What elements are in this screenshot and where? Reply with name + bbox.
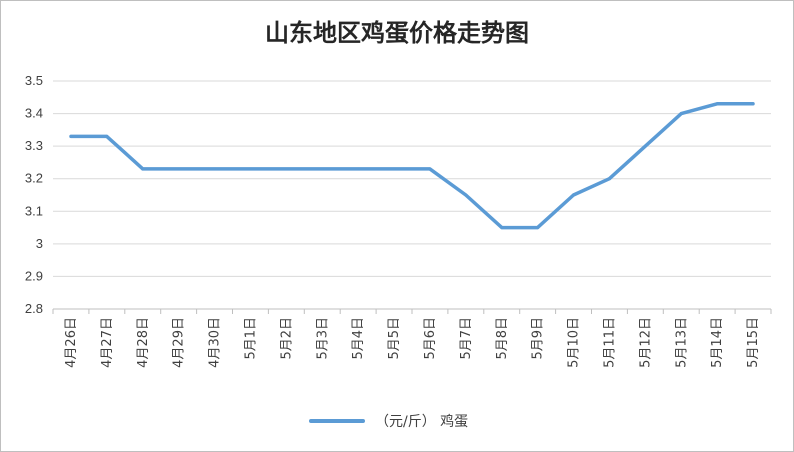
y-tick-label: 3.3	[25, 138, 43, 153]
data-point	[464, 193, 468, 197]
data-point	[284, 167, 288, 171]
data-point	[536, 226, 540, 230]
x-tick-label: 5月1日	[243, 317, 258, 360]
data-point	[213, 167, 217, 171]
data-point	[572, 193, 576, 197]
data-point	[141, 167, 145, 171]
x-tick-label: 5月4日	[351, 317, 366, 360]
x-tick-label: 4月28日	[136, 317, 151, 368]
data-point	[392, 167, 396, 171]
data-point	[356, 167, 360, 171]
y-tick-label: 3.4	[25, 106, 43, 121]
x-tick-label: 4月29日	[172, 317, 187, 368]
y-tick-label: 3.5	[25, 73, 43, 88]
legend: （元/斤） 鸡蛋	[309, 411, 468, 431]
data-point	[607, 177, 611, 181]
data-point	[751, 102, 755, 106]
x-tick-label: 5月15日	[746, 317, 761, 368]
x-tick-label: 4月30日	[208, 317, 223, 368]
x-tick-label: 5月10日	[567, 317, 582, 368]
data-point	[715, 102, 719, 106]
y-tick-label: 2.8	[25, 301, 43, 316]
data-point	[428, 167, 432, 171]
y-tick-label: 3.2	[25, 171, 43, 186]
data-point	[177, 167, 181, 171]
x-tick-label: 5月5日	[387, 317, 402, 360]
x-tick-label: 5月12日	[638, 317, 653, 368]
chart-title: 山东地区鸡蛋价格走势图	[265, 18, 529, 47]
x-tick-label: 5月14日	[710, 317, 725, 368]
data-point	[105, 134, 109, 138]
data-point	[679, 112, 683, 116]
x-tick-label: 5月3日	[315, 317, 330, 360]
x-tick-label: 5月6日	[423, 317, 438, 360]
x-tick-label: 5月8日	[495, 317, 510, 360]
data-point	[320, 167, 324, 171]
series-line	[69, 102, 755, 230]
legend-swatch	[309, 419, 365, 423]
x-tick-label: 5月13日	[674, 317, 689, 368]
x-tick-label: 5月2日	[279, 317, 294, 360]
x-tick-label: 4月27日	[100, 317, 115, 368]
y-tick-label: 3.1	[25, 203, 43, 218]
data-point	[248, 167, 252, 171]
data-point	[643, 144, 647, 148]
legend-label: （元/斤） 鸡蛋	[375, 414, 469, 430]
data-point	[69, 134, 73, 138]
y-tick-label: 2.9	[25, 268, 43, 283]
y-tick-label: 3	[36, 236, 43, 251]
x-tick-label: 4月26日	[64, 317, 79, 368]
x-tick-label: 5月7日	[459, 317, 474, 360]
x-tick-label: 5月9日	[531, 317, 546, 360]
x-tick-label: 5月11日	[602, 317, 617, 368]
data-point	[500, 226, 504, 230]
